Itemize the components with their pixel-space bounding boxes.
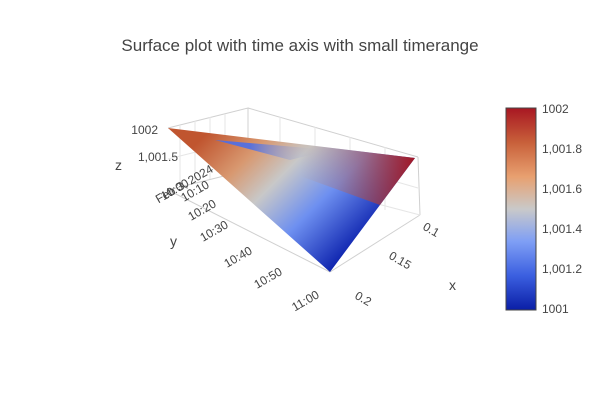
chart-title: Surface plot with time axis with small t… <box>121 36 478 55</box>
colorbar-tick-1: 1,001.2 <box>542 262 582 276</box>
x-axis: x 0.1 0.15 0.2 <box>353 219 457 309</box>
x-axis-title: x <box>449 277 456 293</box>
y-tick-label-4: 10:40 <box>221 243 254 270</box>
colorbar-tick-4: 1,001.8 <box>542 142 582 156</box>
x-tick-label-2: 0.2 <box>353 288 375 309</box>
surface <box>168 128 415 272</box>
y-tick-label-6: 11:00 <box>289 287 322 314</box>
x-tick-label-1: 0.15 <box>387 248 415 272</box>
z-axis-title: z <box>115 157 122 173</box>
colorbar: 1002 1,001.8 1,001.6 1,001.4 1,001.2 100… <box>505 102 582 316</box>
x-tick-label-0: 0.1 <box>421 219 443 240</box>
colorbar-tick-3: 1,001.6 <box>542 182 582 196</box>
z-tick-label-0: 1,001.5 <box>138 150 178 164</box>
y-tick-label-5: 10:50 <box>251 264 284 291</box>
z-tick-label-1: 1002 <box>131 123 158 137</box>
colorbar-tick-2: 1,001.4 <box>542 222 582 236</box>
colorbar-tick-0: 1001 <box>542 302 569 316</box>
z-axis: z 1002 1,001.5 <box>115 123 178 173</box>
surface-shade-right <box>168 128 415 205</box>
y-tick-label-3: 10:30 <box>197 217 230 244</box>
y-axis-title: y <box>170 233 177 249</box>
colorbar-fill <box>505 107 537 311</box>
colorbar-tick-5: 1002 <box>542 102 569 116</box>
